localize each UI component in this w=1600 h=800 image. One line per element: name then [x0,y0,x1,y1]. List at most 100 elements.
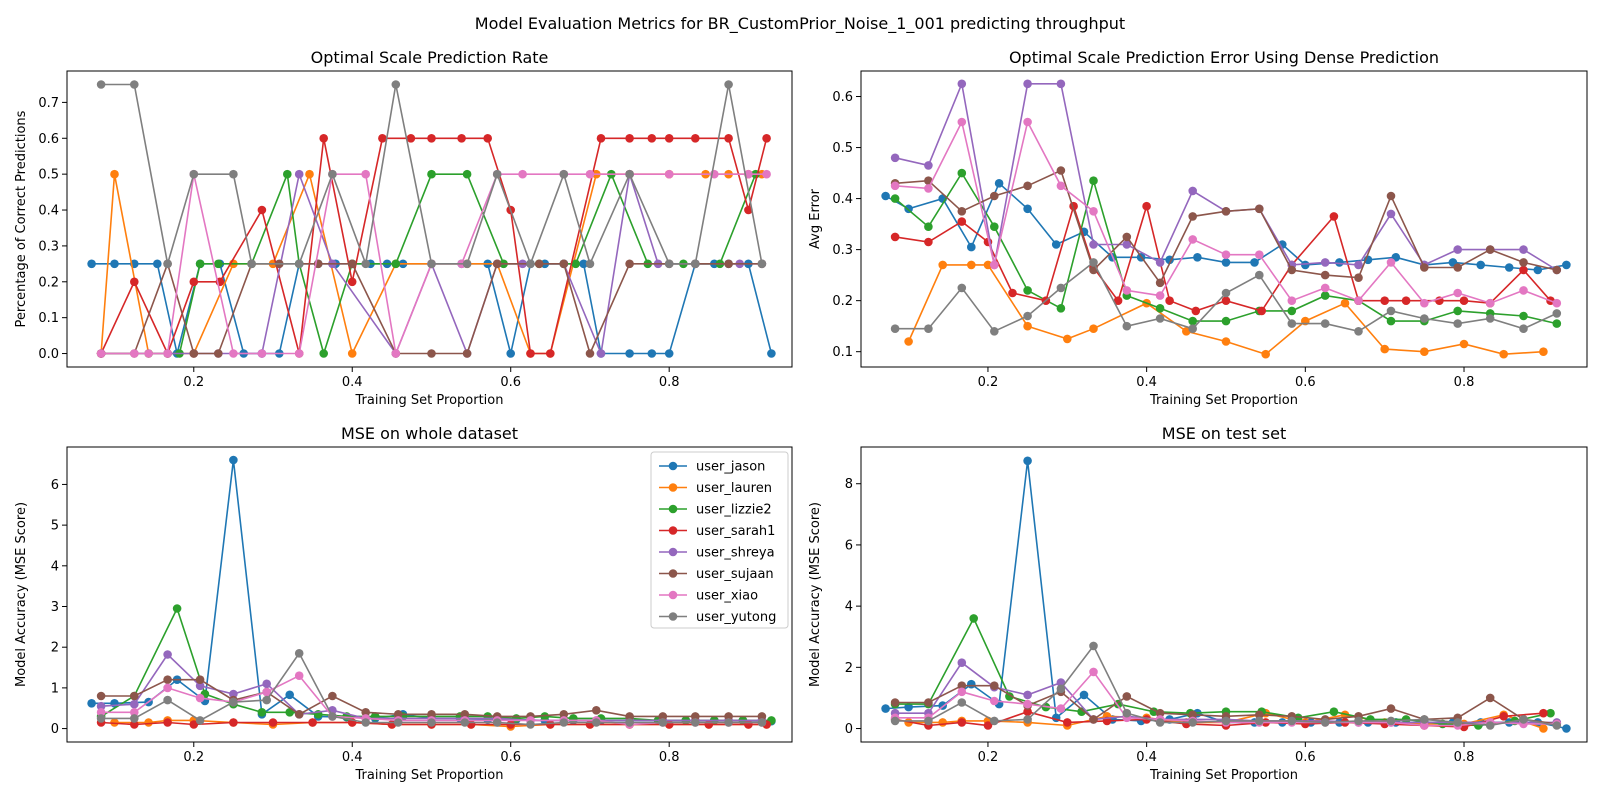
data-point-user_sarah1 [427,134,436,143]
data-point-user_lauren [1089,324,1098,334]
data-point-user_yutong [1287,319,1297,328]
x-tick-label: 0.8 [659,750,680,765]
data-point-user_sujaan [492,259,502,269]
x-tick-label: 0.4 [1136,750,1157,765]
data-point-user_xiao [1023,117,1032,127]
x-axis-label: Training Set Proportion [1149,768,1298,783]
data-point-user_yutong [559,718,569,727]
data-point-user_yutong [625,169,634,179]
data-point-user_yutong [1320,319,1330,328]
data-point-user_xiao [229,349,238,358]
data-point-user_lizzie2 [890,194,900,203]
data-point-user_xiao [130,708,139,717]
y-tick-label: 8 [845,477,853,492]
data-point-user_lizzie2 [540,712,550,721]
legend-label: user_sujaan [696,567,774,582]
data-point-user_shreya [195,681,205,691]
data-point-user_yutong [1056,283,1066,293]
x-tick-label: 0.6 [500,750,521,765]
data-point-user_shreya [130,699,139,709]
data-point-user_sarah1 [406,134,416,143]
data-point-user_shreya [163,650,172,659]
data-point-user_sujaan [1155,708,1165,718]
y-tick-label: 0.4 [38,204,59,219]
x-tick-label: 0.4 [342,750,363,765]
series-line-user_xiao [101,173,767,357]
data-point-user_yutong [526,720,535,729]
data-point-user_yutong [1155,314,1165,323]
data-point-user_shreya [262,679,272,689]
x-tick-label: 0.4 [1136,375,1157,390]
data-point-user_xiao [957,117,967,127]
subplot-title: MSE on test set [1162,424,1286,443]
y-tick-label: 0.7 [38,96,59,111]
legend-label: user_lizzie2 [696,503,772,518]
data-point-user_xiao [1056,704,1066,713]
x-axis-label: Training Set Proportion [1149,393,1298,408]
data-point-user_lauren [110,169,119,179]
data-point-user_yutong [163,695,172,705]
data-point-user_sujaan [957,681,967,690]
data-point-user_xiao [257,349,267,358]
data-point-user_yutong [462,259,472,269]
subplot-3: 0.2 0.4 0.6 0.8 0 1 2 3 4 5 6 MSE on whole dataset T… [14,424,793,783]
data-point-user_yutong [990,327,999,336]
data-point-user_yutong [229,697,238,707]
data-point-user_sarah1 [257,205,267,215]
axes-frame [860,446,1588,743]
data-point-user_sarah1 [130,277,139,287]
data-point-user_sarah1 [1165,296,1174,306]
data-point-user_shreya [1354,260,1363,270]
y-tick-label: 0.3 [38,239,59,254]
data-point-user_sujaan [724,712,733,721]
data-point-user_lauren [1459,339,1469,349]
data-point-user_sarah1 [1221,296,1231,306]
y-tick-label: 2 [51,641,59,656]
data-point-user_xiao [1255,250,1264,259]
data-point-user_sujaan [1122,692,1132,701]
y-tick-label: 0.6 [832,90,853,105]
y-tick-label: 0.5 [832,141,853,156]
data-point-user_lauren [1539,347,1548,357]
data-point-user_yutong [625,718,634,727]
data-point-user_xiao [1320,283,1330,293]
data-point-user_jason [881,704,890,713]
data-point-user_sarah1 [1113,296,1123,306]
data-point-user_jason [579,259,588,269]
data-point-user_yutong [427,718,436,727]
legend-marker-user_sujaan [668,569,678,578]
data-point-user_shreya [294,169,304,179]
y-tick-label: 5 [51,519,59,534]
data-point-user_yutong [757,718,767,727]
legend-marker-user_xiao [668,590,678,600]
data-point-user_xiao [163,683,172,693]
data-point-user_yutong [262,695,272,705]
y-tick-label: 4 [845,600,853,615]
x-tick-label: 0.2 [978,375,999,390]
data-point-user_xiao [762,169,771,179]
data-point-user_yutong [924,324,933,334]
data-point-user_sarah1 [1519,265,1528,275]
data-point-user_xiao [1354,296,1363,306]
data-point-user_yutong [1453,319,1462,328]
data-point-user_sujaan [294,710,304,719]
data-point-user_sarah1 [457,134,466,143]
data-point-user_yutong [1519,715,1528,724]
data-point-user_jason [1335,258,1344,267]
data-point-user_sujaan [691,712,700,721]
data-point-user_yutong [1386,716,1396,726]
data-point-user_yutong [957,283,967,293]
data-point-user_lizzie2 [969,614,978,623]
data-point-user_yutong [96,80,106,89]
data-point-user_shreya [1453,245,1462,254]
data-point-user_lauren [938,718,947,727]
data-point-user_lizzie2 [990,222,999,231]
data-point-user_xiao [664,169,674,179]
data-point-user_xiao [294,671,304,680]
data-point-user_xiao [1386,258,1396,267]
data-point-user_jason [285,690,295,700]
data-point-user_sujaan [1255,710,1264,720]
data-point-user_sarah1 [526,349,535,358]
y-tick-label: 6 [845,538,853,553]
data-point-user_yutong [195,716,205,725]
